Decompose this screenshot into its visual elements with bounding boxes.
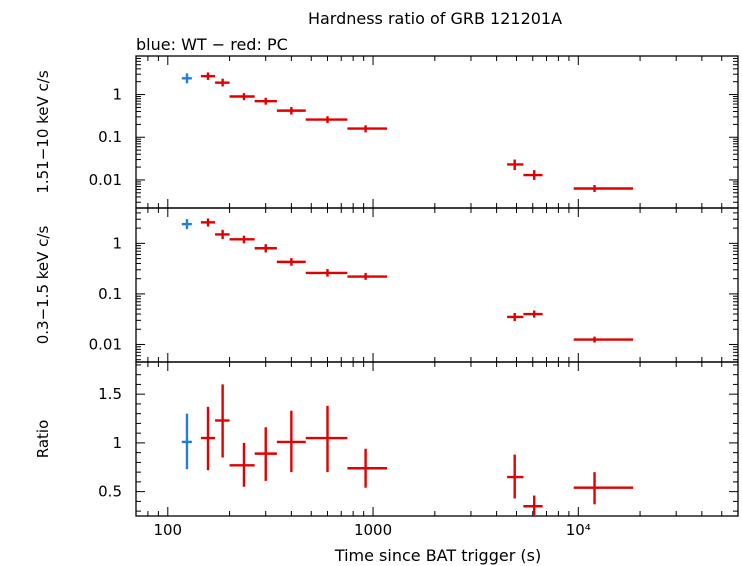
data-point <box>229 93 255 101</box>
data-point <box>305 405 348 473</box>
data-point <box>507 159 524 171</box>
series-pc <box>200 218 634 343</box>
data-point <box>276 258 306 266</box>
data-point <box>200 406 216 471</box>
data-point <box>305 116 348 124</box>
series-wt <box>181 413 192 470</box>
x-tick-label: 1000 <box>354 521 392 539</box>
y-tick-label: 1.5 <box>98 385 122 403</box>
data-point <box>523 495 543 516</box>
y-tick-label: 1 <box>112 86 122 104</box>
data-point <box>507 312 524 322</box>
data-point <box>254 97 277 105</box>
panel-frame <box>135 207 739 363</box>
y-tick-label: 0.1 <box>98 285 122 303</box>
data-point <box>523 170 543 180</box>
y-tick-label: 0.01 <box>89 335 122 353</box>
data-point <box>200 72 216 80</box>
y-axis-label: Ratio <box>34 420 52 459</box>
series-pc <box>200 384 634 516</box>
data-point <box>254 244 277 253</box>
panel-soft: 1 0.1 0.01 0.3−1.5 keV c/s <box>34 207 739 363</box>
data-point <box>347 272 388 280</box>
data-point <box>573 336 634 343</box>
data-point <box>523 310 543 318</box>
y-tick-label: 1 <box>112 234 122 252</box>
x-axis-label: Time since BAT trigger (s) <box>334 546 541 565</box>
data-point <box>181 219 192 230</box>
series-pc <box>200 72 634 193</box>
series-wt <box>181 219 192 230</box>
data-point <box>347 125 388 133</box>
data-point <box>305 269 348 277</box>
chart-subtitle: blue: WT − red: PC <box>136 35 288 54</box>
chart-title: Hardness ratio of GRB 121201A <box>308 9 562 28</box>
data-point <box>215 229 230 239</box>
y-axis-label: 0.3−1.5 keV c/s <box>34 226 52 345</box>
y-tick-label: 0.5 <box>98 483 122 501</box>
data-point <box>200 218 216 227</box>
panels-group: 1 0.1 0.01 1.51−10 keV c/s 1 0.1 0.01 0.3−1.5 k… <box>34 55 739 539</box>
data-point <box>181 413 192 470</box>
x-tick-label: 10⁴ <box>566 521 591 539</box>
series-wt <box>181 73 192 84</box>
y-axis-label: 1.51−10 keV c/s <box>34 70 52 194</box>
panel-frame <box>135 55 739 209</box>
data-point <box>507 454 524 499</box>
y-tick-label: 1 <box>112 434 122 452</box>
data-point <box>573 185 634 193</box>
panel-ratio: 0.5 1 1.5 Ratio 100 1000 10⁴ <box>34 361 739 539</box>
data-point <box>181 73 192 84</box>
data-point <box>229 442 255 487</box>
y-tick-label: 0.01 <box>89 171 122 189</box>
panel-hard: 1 0.1 0.01 1.51−10 keV c/s <box>34 55 739 209</box>
y-tick-label: 0.1 <box>98 128 122 146</box>
data-point <box>229 235 255 244</box>
data-point <box>215 384 230 458</box>
data-point <box>276 410 306 473</box>
data-point <box>276 107 306 115</box>
data-point <box>215 78 230 87</box>
data-point <box>254 427 277 481</box>
data-point <box>573 472 634 505</box>
x-tick-label: 100 <box>153 521 182 539</box>
data-point <box>347 448 388 488</box>
panel-frame <box>135 361 739 517</box>
